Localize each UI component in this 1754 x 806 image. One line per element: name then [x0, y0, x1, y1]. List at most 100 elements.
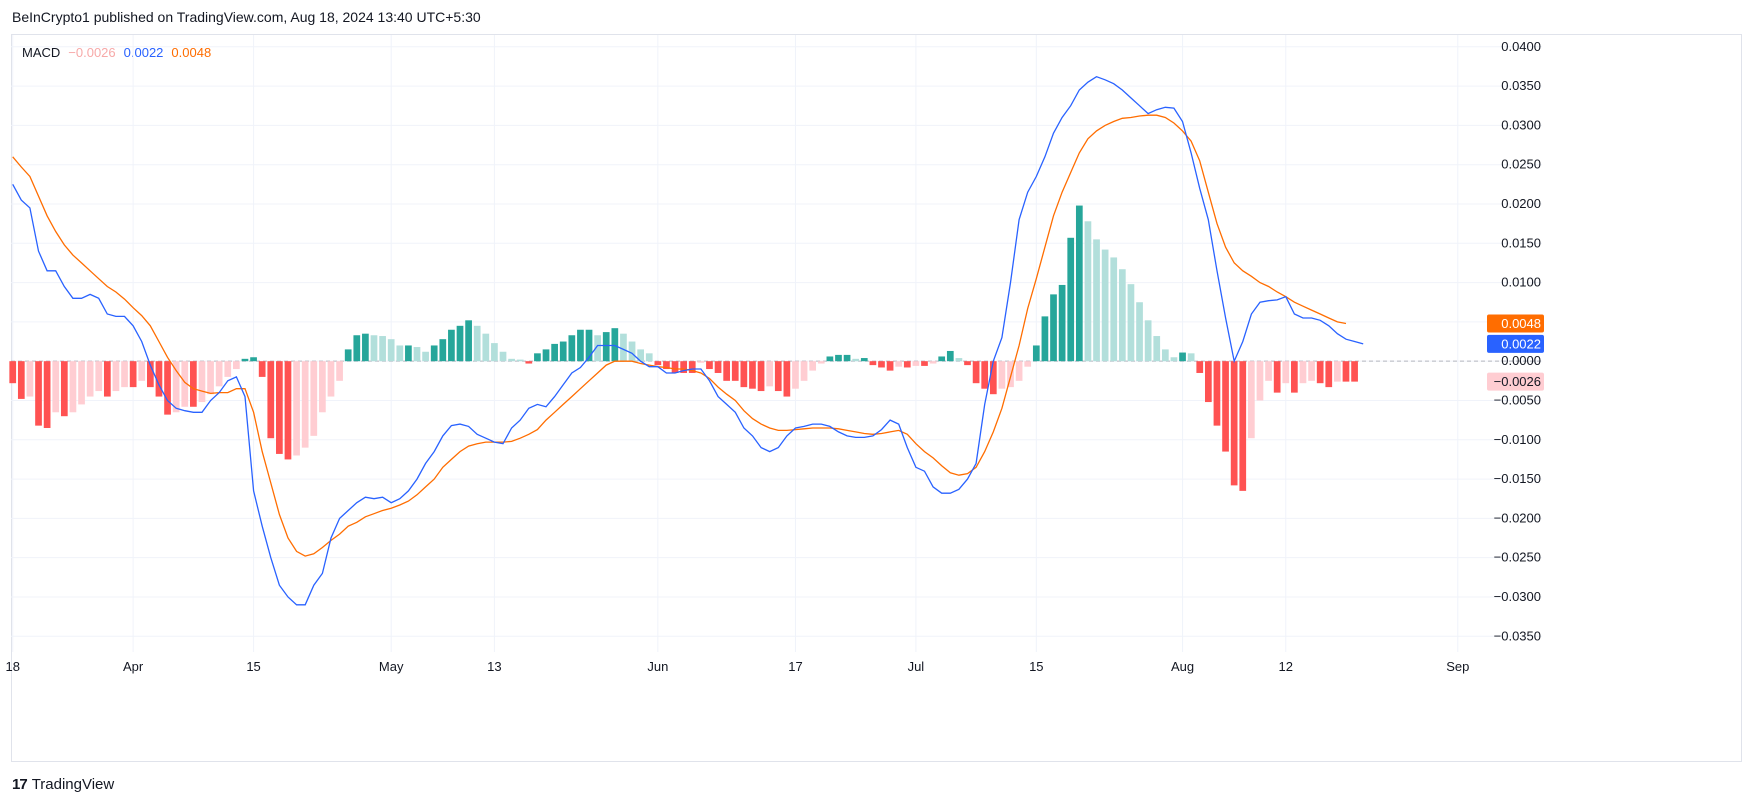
histogram-bar: [327, 361, 335, 397]
histogram-bar: [250, 357, 257, 362]
histogram-bar: [955, 358, 963, 362]
histogram-bar: [207, 361, 214, 395]
x-axis[interactable]: 18 Apr 15 May 13 Jun 17 Jul 15 Aug 12 Sep: [5, 659, 1469, 674]
histogram-bar: [706, 361, 713, 370]
histogram-bar: [740, 361, 748, 388]
histogram-bar: [1316, 361, 1324, 384]
histogram-bar: [465, 320, 472, 362]
histogram-bar: [52, 361, 60, 413]
x-tick-label: Jul: [908, 659, 925, 674]
histogram-bar: [663, 361, 670, 370]
histogram-bar: [9, 361, 17, 384]
signal-line: [12, 114, 1347, 557]
histogram-bar: [35, 361, 42, 426]
histogram-bar: [1325, 361, 1333, 388]
histogram-bar: [946, 350, 954, 362]
histogram-bar: [542, 349, 550, 362]
histogram-bar: [817, 361, 825, 364]
histogram-bar: [1101, 249, 1109, 362]
histogram-bar: [972, 361, 980, 384]
histogram-bar: [181, 361, 189, 407]
histogram-bar: [757, 361, 765, 392]
histogram-bar: [1351, 361, 1358, 382]
histogram-bar: [1093, 239, 1100, 362]
histogram-bar: [1179, 352, 1186, 362]
histogram-bar: [241, 358, 249, 362]
histogram-bar: [559, 341, 567, 362]
y-tick-label: −0.0100: [1494, 432, 1541, 447]
x-tick-label: 13: [487, 659, 501, 674]
histogram-bar: [1230, 361, 1238, 486]
histogram-bar: [224, 361, 232, 377]
histogram-bar: [198, 361, 206, 403]
histogram-bar: [1342, 361, 1350, 382]
y-tick-label: −0.0200: [1494, 510, 1541, 525]
histogram-bar: [749, 361, 756, 389]
y-tick-label: −0.0300: [1494, 589, 1541, 604]
tradingview-logo-icon: 17: [12, 776, 28, 793]
signal-price-label: 0.0048: [1501, 316, 1541, 331]
histogram-bar: [774, 361, 782, 392]
histogram-bar: [1015, 361, 1023, 381]
histogram-bar: [628, 341, 636, 362]
histogram-bar: [344, 349, 352, 362]
y-tick-label: −0.0150: [1494, 471, 1541, 486]
legend-signal-value: 0.0048: [171, 45, 212, 60]
histogram-bar: [929, 361, 937, 364]
histogram-bar: [413, 347, 421, 362]
histogram-bar: [1084, 221, 1092, 362]
histogram-bar: [276, 361, 283, 454]
histogram-bar: [938, 356, 946, 362]
histogram-bar: [473, 325, 481, 362]
histogram-bar: [783, 361, 791, 397]
histogram-bar: [86, 361, 94, 397]
histogram-bar: [1239, 361, 1247, 491]
histogram-bar: [1007, 361, 1014, 388]
macd-line: [12, 75, 1364, 606]
histogram-bar: [1032, 345, 1040, 362]
histogram-bar: [1075, 205, 1083, 362]
histogram-bar: [362, 333, 369, 362]
x-tick-label: 18: [5, 659, 19, 674]
histogram-bar: [671, 361, 679, 373]
histogram-bar: [688, 361, 696, 373]
chart-pane[interactable]: [11, 34, 1742, 762]
histogram-bar: [1110, 257, 1118, 362]
histogram-bar: [146, 361, 154, 388]
histogram-bar: [1334, 361, 1341, 382]
x-tick-label: 15: [246, 659, 260, 674]
y-tick-label: 0.0200: [1501, 196, 1541, 211]
histogram-bar: [267, 361, 275, 439]
histogram-bar: [912, 361, 920, 366]
histogram-bar: [843, 354, 851, 362]
histogram-bar: [293, 361, 300, 456]
y-tick-label: 0.0000: [1501, 353, 1541, 368]
histogram-bar: [1204, 361, 1212, 403]
histogram-bar: [319, 361, 326, 413]
histogram-bar: [129, 361, 137, 388]
histogram-bar: [422, 351, 429, 362]
histogram-bar: [1273, 361, 1281, 393]
histogram-bar: [26, 361, 34, 397]
histogram-bar: [981, 361, 989, 389]
histogram-bar: [654, 361, 662, 366]
histogram-bar: [826, 356, 834, 362]
histogram-bar: [551, 343, 558, 362]
x-tick-label: 12: [1279, 659, 1293, 674]
x-tick-label: Jun: [647, 659, 668, 674]
histogram-bar: [43, 361, 51, 428]
histogram-bar: [499, 351, 507, 362]
y-tick-label: −0.0250: [1494, 550, 1541, 565]
y-tick-label: 0.0100: [1501, 275, 1541, 290]
histogram-bar: [1153, 336, 1161, 362]
published-header: BeInCrypto1 published on TradingView.com…: [12, 9, 481, 25]
macd-legend[interactable]: MACD −0.0026 0.0022 0.0048: [22, 45, 211, 60]
y-tick-label: 0.0300: [1501, 117, 1541, 132]
histogram-bar: [1282, 361, 1290, 384]
histogram-bar: [491, 343, 498, 362]
histogram-bar: [396, 345, 404, 362]
x-tick-label: Sep: [1446, 659, 1469, 674]
tradingview-footer[interactable]: 17 TradingView: [12, 776, 114, 793]
x-tick-label: May: [379, 659, 404, 674]
